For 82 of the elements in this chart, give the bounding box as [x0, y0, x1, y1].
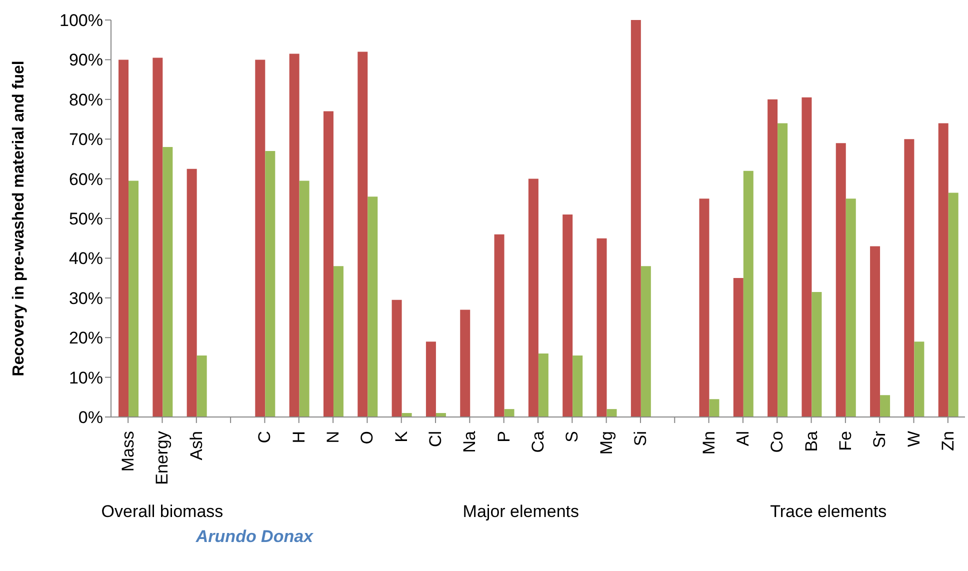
- bar: [904, 139, 914, 417]
- bar: [812, 292, 822, 417]
- bar: [255, 60, 266, 417]
- bar: [836, 143, 846, 417]
- text: Trace elements: [769, 502, 888, 522]
- bar: [596, 238, 607, 417]
- x-tick-label: P: [494, 431, 514, 442]
- x-tick-label: Na: [460, 430, 480, 453]
- x-tick-label: N: [324, 431, 343, 444]
- bar: [460, 310, 470, 417]
- bar: [186, 168, 197, 417]
- bar: [709, 399, 720, 417]
- x-tick-label: Energy: [152, 430, 172, 485]
- bar: [368, 196, 378, 417]
- bar: [562, 214, 573, 417]
- x-tick-label: Si: [630, 431, 650, 446]
- y-tick-label: 80%: [68, 90, 103, 110]
- bar: [265, 151, 276, 417]
- bar: [630, 20, 641, 417]
- bar: [802, 97, 812, 417]
- y-tick-label: 30%: [68, 288, 103, 308]
- x-tick-label: H: [289, 431, 308, 444]
- bar: [118, 60, 129, 417]
- bar: [333, 266, 344, 417]
- bar: [778, 123, 788, 417]
- x-tick-label: Zn: [938, 431, 958, 451]
- y-tick-label: 70%: [68, 130, 103, 150]
- bar: [528, 178, 538, 417]
- bar: [743, 170, 754, 417]
- x-tick-label: Sr: [870, 430, 890, 448]
- x-tick-label: C: [255, 431, 274, 444]
- bar: [640, 266, 651, 417]
- x-tick-label: O: [358, 431, 377, 444]
- bar: [494, 234, 504, 417]
- bar: [938, 123, 948, 417]
- y-tick-label: 40%: [68, 249, 103, 268]
- bar: [914, 342, 924, 417]
- bar: [606, 409, 617, 417]
- bar: [392, 300, 402, 417]
- y-tick-label: 20%: [68, 328, 103, 348]
- x-tick-label: Ca: [528, 430, 548, 453]
- bar: [426, 342, 436, 417]
- bar: [948, 192, 958, 417]
- y-tick-label: 90%: [68, 50, 103, 70]
- bar: [358, 52, 368, 417]
- x-tick-label: Mn: [699, 431, 718, 455]
- text: Overall biomass: [100, 502, 224, 522]
- x-tick-label: Co: [768, 431, 787, 453]
- bar: [196, 355, 207, 417]
- text: Arundo Donax: [194, 527, 314, 547]
- y-axis-title: Recovery in pre-washed material and fuel: [10, 60, 28, 376]
- bar: [768, 99, 778, 417]
- y-tick-label: 0%: [78, 408, 103, 428]
- y-tick-label: 50%: [68, 210, 103, 229]
- x-tick-label: Al: [733, 431, 752, 446]
- y-tick-label: 60%: [68, 170, 103, 189]
- bar: [152, 58, 163, 417]
- text: Major elements: [462, 502, 580, 522]
- bar: [880, 395, 890, 417]
- bar: [504, 409, 514, 417]
- x-tick-label: Cl: [426, 431, 446, 448]
- bar: [323, 111, 334, 417]
- bar: [128, 180, 139, 417]
- x-tick-label: Ba: [802, 430, 821, 452]
- x-tick-label: Mg: [596, 431, 616, 455]
- y-tick-label: 100%: [60, 11, 103, 30]
- x-tick-label: Ash: [186, 431, 206, 460]
- x-tick-label: K: [392, 430, 411, 442]
- x-tick-label: S: [562, 431, 582, 442]
- bar: [289, 54, 300, 417]
- x-tick-label: W: [904, 431, 924, 448]
- bar: [846, 198, 856, 417]
- bar: [538, 353, 548, 417]
- bar: [733, 278, 744, 417]
- bar: [162, 147, 173, 417]
- bar: [870, 246, 880, 417]
- x-tick-label: Mass: [118, 431, 138, 472]
- x-tick-label: Fe: [836, 431, 855, 451]
- y-tick-label: 10%: [68, 368, 103, 388]
- bar: [699, 198, 710, 417]
- bar: [299, 180, 310, 417]
- bar: [572, 355, 583, 417]
